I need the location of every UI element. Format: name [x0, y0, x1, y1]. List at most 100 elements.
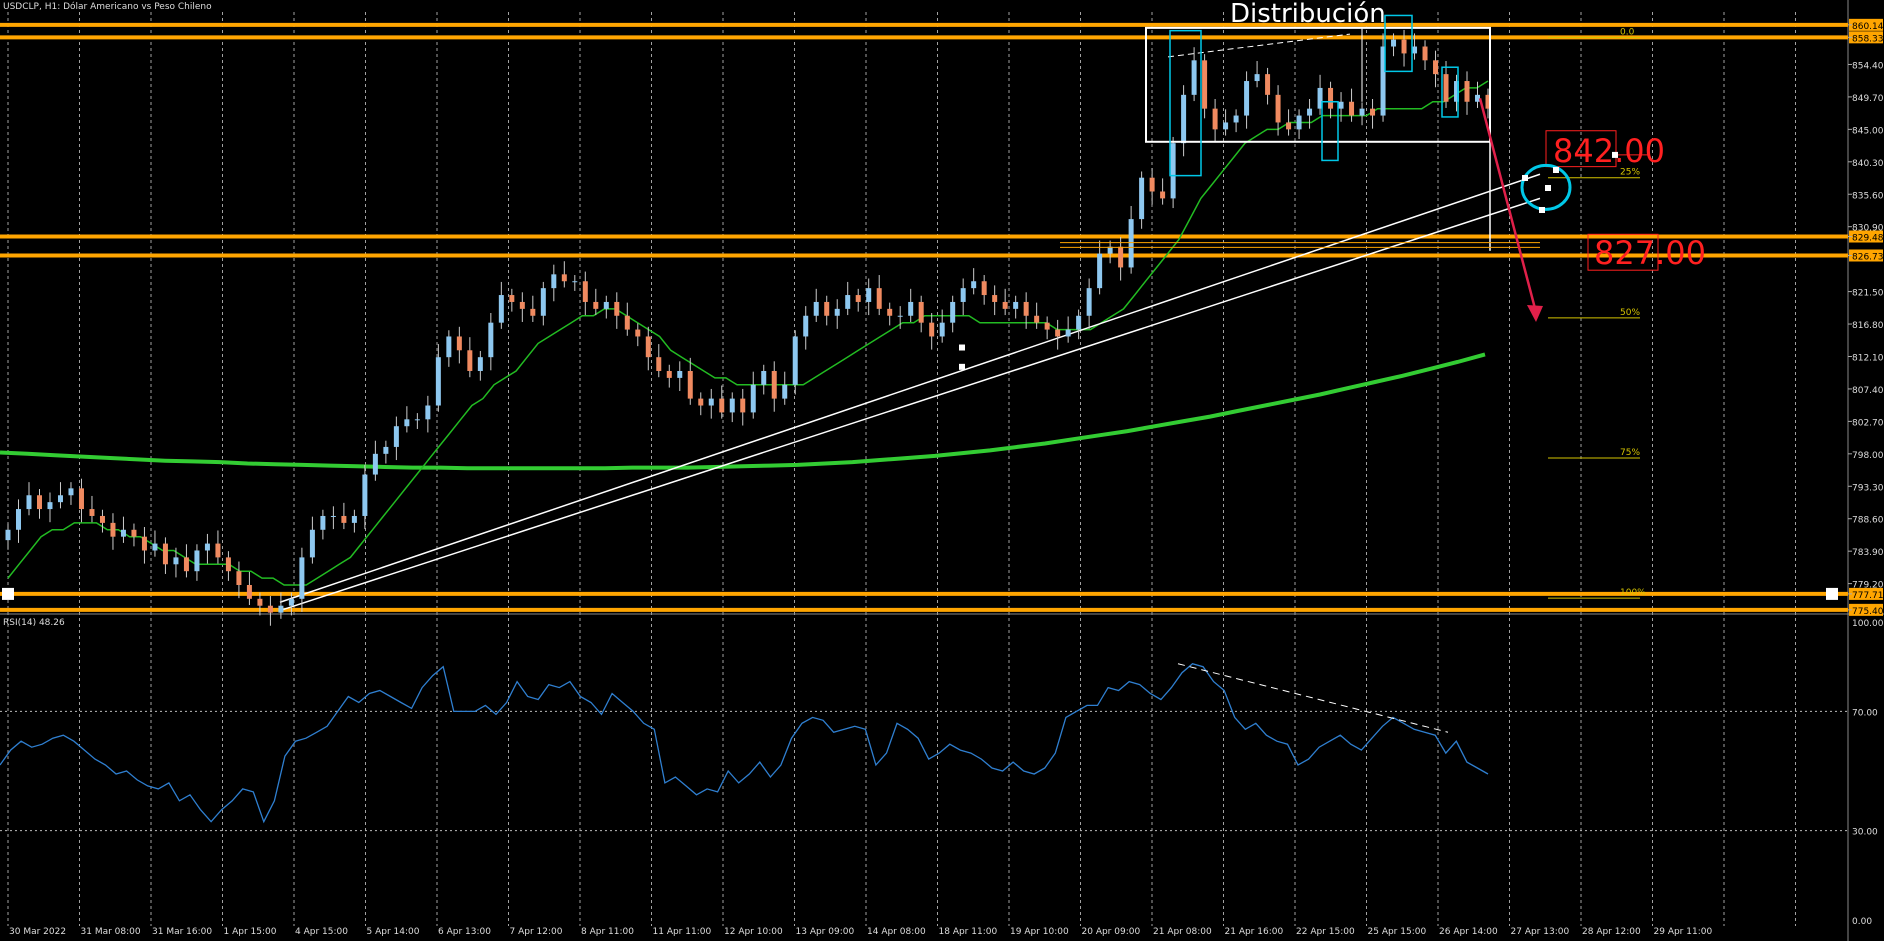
candle-body [887, 308, 893, 316]
candle-body [1464, 81, 1470, 102]
price-tag-bg [1849, 603, 1883, 616]
time-tick-label: 6 Apr 13:00 [438, 927, 491, 937]
fib-level-label: 75% [1620, 448, 1640, 458]
price-tick-label: 849.70 [1852, 94, 1884, 104]
candle-body [561, 274, 567, 282]
candle-body [425, 405, 431, 420]
candle-body [687, 370, 693, 399]
candle-body [771, 370, 777, 399]
candle-body [36, 495, 42, 510]
candle-body [1233, 115, 1239, 123]
candle-body [152, 543, 158, 551]
time-tick-label: 12 Apr 10:00 [724, 927, 783, 937]
price-tick-label: 860.14 [1852, 22, 1884, 32]
candle-body [971, 281, 977, 289]
time-tick-label: 21 Apr 08:00 [1153, 927, 1212, 937]
price-tick-label: 854.40 [1852, 61, 1884, 71]
candle-body [57, 495, 63, 503]
candle-body [1317, 87, 1323, 109]
candle-body [1034, 315, 1040, 323]
time-tick-label: 19 Apr 10:00 [1010, 927, 1069, 937]
channel-line-upper [279, 173, 1541, 603]
candle-body [372, 453, 378, 475]
circle-handle [1553, 167, 1559, 173]
candle-body [1212, 108, 1218, 130]
highlight-box [1384, 14, 1413, 73]
fib-level-label: 25% [1620, 168, 1640, 178]
candle-body [267, 605, 273, 613]
candle-body [456, 336, 462, 351]
trend-channel[interactable] [279, 173, 1541, 612]
candle-body [1181, 94, 1187, 144]
time-tick-label: 25 Apr 15:00 [1368, 927, 1427, 937]
price-tick-label: 845.00 [1852, 126, 1884, 136]
candle-body [1160, 191, 1166, 199]
candle-body [446, 336, 452, 358]
candle-body [834, 308, 840, 316]
candle-body [1422, 46, 1428, 61]
candle-body [1401, 39, 1407, 54]
time-tick-label: 1 Apr 15:00 [224, 927, 277, 937]
down-arrow-shaft [1478, 97, 1538, 313]
down-arrow-head [1527, 305, 1543, 322]
candle-body [918, 301, 924, 323]
candle-body [1328, 87, 1334, 109]
circle-handle [1539, 207, 1545, 213]
candle-body [173, 557, 179, 565]
time-tick-label: 20 Apr 09:00 [1082, 927, 1141, 937]
candle-body [1454, 81, 1460, 102]
fibonacci-retracement[interactable]: 0.0 25% 50% 75% 100% [1548, 28, 1646, 599]
candle-body [635, 329, 641, 337]
candle-body [645, 336, 651, 358]
time-tick-label: 28 Apr 12:00 [1582, 927, 1641, 937]
candle-body [719, 398, 725, 413]
price-tag-bg [1849, 18, 1883, 31]
candle-body [708, 398, 714, 406]
time-tick-label: 11 Apr 11:00 [653, 927, 712, 937]
price-label-827: 827.00 [1594, 234, 1706, 272]
candle-body [782, 384, 788, 399]
candle-body [183, 557, 189, 572]
candle-body [477, 357, 483, 371]
candle-body [1485, 94, 1491, 109]
candle-body [1275, 94, 1281, 123]
time-tick-label: 22 Apr 15:00 [1296, 927, 1355, 937]
candle-body [1149, 177, 1155, 192]
fib-level-label: 0.0 [1620, 28, 1635, 38]
horizontal-levels[interactable] [0, 22, 1848, 612]
channel-line-lower [279, 197, 1541, 612]
price-tick-label: 816.80 [1852, 321, 1884, 331]
time-axis: 30 Mar 2022 31 Mar 08:00 31 Mar 16:00 1 Apr… [9, 927, 1712, 937]
time-tick-label: 5 Apr 14:00 [367, 927, 420, 937]
candle-body [141, 536, 147, 551]
candle-body [246, 585, 252, 599]
level-handle [2, 587, 14, 600]
rsi-header: RSI(14) 48.26 [3, 618, 65, 628]
time-tick-label: 21 Apr 16:00 [1225, 927, 1284, 937]
candle-body [15, 509, 21, 530]
candle-body [414, 419, 420, 421]
price-tick-label: 812.10 [1852, 353, 1884, 363]
channel-handle [959, 344, 965, 351]
timeframe: H1 [44, 2, 58, 12]
candle-body [519, 301, 525, 309]
candle-body [467, 350, 473, 371]
candle-body [824, 301, 830, 316]
candle-body [110, 522, 116, 537]
price-tag-bg [1849, 587, 1883, 600]
candle-body [1433, 60, 1439, 75]
chart-header: USDCLP, H1: Dólar Americano vs Peso Chil… [3, 2, 212, 12]
candle-body [1370, 108, 1376, 116]
rsi-line [0, 662, 1489, 824]
candle-body [729, 398, 735, 413]
candle-body [215, 543, 221, 558]
candle-body [876, 288, 882, 309]
candle-body [530, 308, 536, 316]
channel-handle [959, 363, 965, 370]
candle-body [1296, 115, 1302, 130]
target-circle [1520, 163, 1572, 211]
ma-fast-line [7, 80, 1489, 586]
annotations[interactable] [1060, 14, 1659, 322]
ma-slow-line [0, 352, 1486, 471]
